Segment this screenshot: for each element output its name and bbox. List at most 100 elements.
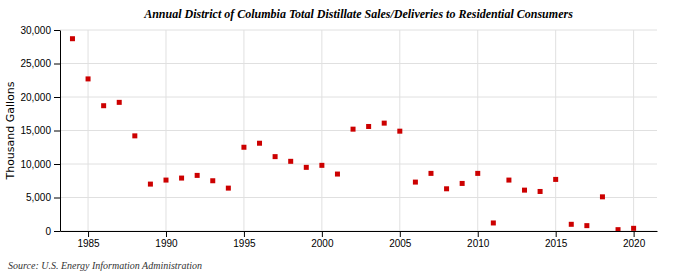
y-axis: 0 5,000 10,000 15,000 20,000 25,000 30,000 bbox=[20, 25, 60, 237]
point bbox=[179, 176, 184, 181]
point bbox=[491, 220, 496, 225]
point bbox=[522, 188, 527, 193]
point bbox=[600, 194, 605, 199]
point bbox=[117, 100, 122, 105]
point bbox=[584, 223, 589, 228]
grid-line bbox=[321, 30, 322, 231]
grid-line bbox=[88, 30, 89, 231]
axis-line bbox=[60, 31, 61, 232]
grid-line bbox=[60, 130, 657, 131]
point bbox=[335, 172, 340, 177]
point bbox=[631, 226, 636, 231]
tick: 1985 bbox=[77, 231, 100, 249]
tick-mark bbox=[244, 231, 245, 237]
point bbox=[132, 133, 137, 138]
tick: 10,000 bbox=[20, 159, 60, 170]
grid-line bbox=[60, 30, 657, 31]
grid-line bbox=[555, 30, 556, 231]
tick-label: 25,000 bbox=[20, 58, 51, 69]
tick: 5,000 bbox=[26, 192, 60, 203]
x-axis: 1985 1990 1995 2000 2005 2010 2015 2020 bbox=[61, 231, 658, 249]
grid-line bbox=[243, 30, 244, 231]
tick: 1990 bbox=[155, 231, 178, 249]
tick: 25,000 bbox=[20, 58, 60, 69]
tick: 30,000 bbox=[20, 25, 60, 36]
grid-line bbox=[60, 231, 657, 232]
chart: 1985 1990 1995 2000 2005 2010 2015 2020 0 5,000 10… bbox=[0, 0, 675, 275]
tick-mark bbox=[54, 30, 60, 31]
tick-label: 2010 bbox=[467, 238, 490, 249]
tick-label: 1995 bbox=[233, 238, 256, 249]
tick-label: 5,000 bbox=[26, 192, 51, 203]
tick-mark bbox=[478, 231, 479, 237]
plot-area: 1985 1990 1995 2000 2005 2010 2015 2020 0 5,000 10… bbox=[20, 25, 657, 249]
point bbox=[257, 141, 262, 146]
point bbox=[351, 127, 356, 132]
point bbox=[382, 121, 387, 126]
source: Source: U.S. Energy Information Administ… bbox=[8, 260, 202, 271]
tick-label: 2015 bbox=[545, 238, 568, 249]
y-axis-title: Thousand Gallons bbox=[4, 81, 17, 180]
point bbox=[86, 76, 91, 81]
axis-line bbox=[61, 231, 658, 232]
tick-label: 2000 bbox=[311, 238, 334, 249]
point bbox=[460, 181, 465, 186]
point bbox=[304, 165, 309, 170]
tick-label: 1985 bbox=[77, 238, 100, 249]
tick: 15,000 bbox=[20, 125, 60, 136]
point bbox=[148, 182, 153, 187]
point bbox=[319, 163, 324, 168]
point bbox=[241, 145, 246, 150]
point bbox=[506, 178, 511, 183]
tick-mark bbox=[54, 164, 60, 165]
grid-line bbox=[60, 164, 657, 165]
tick-mark bbox=[88, 231, 89, 237]
tick-mark bbox=[54, 231, 60, 232]
tick-label: 0 bbox=[45, 226, 51, 237]
point bbox=[397, 129, 402, 134]
grid-line bbox=[60, 197, 657, 198]
point bbox=[273, 154, 278, 159]
tick-mark bbox=[54, 64, 60, 65]
tick-mark bbox=[54, 131, 60, 132]
point bbox=[444, 186, 449, 191]
points bbox=[70, 36, 636, 231]
grid-line bbox=[60, 63, 657, 64]
tick-label: 2005 bbox=[389, 238, 412, 249]
point bbox=[288, 159, 293, 164]
tick: 2015 bbox=[545, 231, 568, 249]
tick-label: 15,000 bbox=[20, 125, 51, 136]
tick: 2000 bbox=[311, 231, 334, 249]
point bbox=[475, 171, 480, 176]
point bbox=[226, 186, 231, 191]
point bbox=[616, 227, 621, 231]
grid-line bbox=[60, 97, 657, 98]
grid-line bbox=[165, 30, 166, 231]
tick: 2020 bbox=[623, 231, 646, 249]
point bbox=[195, 173, 200, 178]
grid-line bbox=[477, 30, 478, 231]
point bbox=[101, 103, 106, 108]
point bbox=[553, 177, 558, 182]
tick-mark bbox=[322, 231, 323, 237]
tick-mark bbox=[634, 231, 635, 237]
grid-line bbox=[633, 30, 634, 231]
point bbox=[70, 36, 75, 41]
tick-mark bbox=[400, 231, 401, 237]
tick-label: 30,000 bbox=[20, 25, 51, 36]
point bbox=[538, 189, 543, 194]
point bbox=[413, 180, 418, 185]
tick-label: 20,000 bbox=[20, 92, 51, 103]
tick: 1995 bbox=[233, 231, 256, 249]
point bbox=[210, 178, 215, 183]
tick-mark bbox=[54, 198, 60, 199]
point bbox=[428, 171, 433, 176]
grid bbox=[60, 30, 657, 231]
tick: 2005 bbox=[389, 231, 412, 249]
point bbox=[366, 124, 371, 129]
tick-label: 10,000 bbox=[20, 159, 51, 170]
point bbox=[569, 222, 574, 227]
point bbox=[163, 178, 168, 183]
tick: 0 bbox=[45, 226, 60, 237]
tick-mark bbox=[166, 231, 167, 237]
